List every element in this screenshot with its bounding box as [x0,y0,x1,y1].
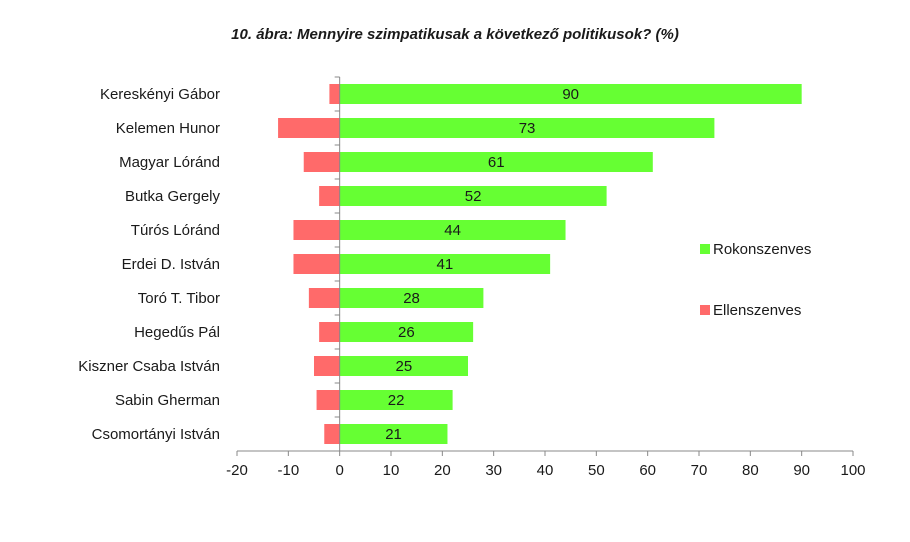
bar-ellenszenves [303,152,340,172]
category-label: Butka Gergely [125,188,221,205]
category-label: Sabin Gherman [115,392,220,409]
data-label: 26 [398,324,415,341]
category-label: Túrós Lóránd [131,222,220,239]
bar-rokonszenves [339,152,653,172]
x-tick-label: 0 [335,462,343,479]
category-label: Toró T. Tibor [138,290,220,307]
chart-title: 10. ábra: Mennyire szimpatikusak a követ… [231,26,679,43]
legend-label-ellenszenves: Ellenszenves [713,302,801,319]
bar-ellenszenves [324,424,340,444]
bar-rokonszenves [339,84,802,104]
category-label: Magyar Lóránd [119,154,220,171]
category-label: Csomortányi István [92,426,220,443]
bar-ellenszenves [319,322,340,342]
x-tick-label: -20 [226,462,248,479]
x-tick-label: 50 [588,462,605,479]
bar-ellenszenves [293,254,340,274]
data-label: 41 [437,256,454,273]
data-label: 21 [385,426,402,443]
bar-rokonszenves [339,356,468,376]
x-tick-label: -10 [277,462,299,479]
bar-rokonszenves [339,390,453,410]
x-tick-label: 20 [434,462,451,479]
bar-rokonszenves [339,254,551,274]
x-tick-label: 100 [840,462,865,479]
category-label: Kereskényi Gábor [100,86,220,103]
bar-ellenszenves [278,118,340,138]
bar-rokonszenves [339,322,474,342]
legend-label-rokonszenves: Rokonszenves [713,241,811,258]
category-label: Kelemen Hunor [116,120,220,137]
category-label: Hegedűs Pál [134,324,220,341]
data-label: 25 [395,358,412,375]
legend-swatch-ellenszenves [700,305,710,315]
category-label: Erdei D. István [122,256,220,273]
bar-ellenszenves [293,220,340,240]
bar-ellenszenves [308,288,340,308]
x-tick-label: 60 [639,462,656,479]
bar-ellenszenves [329,84,340,104]
bar-ellenszenves [319,186,340,206]
data-label: 73 [519,120,536,137]
data-label: 90 [562,86,579,103]
bar-rokonszenves [339,424,448,444]
x-tick-label: 10 [383,462,400,479]
category-label: Kiszner Csaba István [78,358,220,375]
data-label: 44 [444,222,461,239]
x-tick-label: 90 [793,462,810,479]
data-label: 52 [465,188,482,205]
bar-ellenszenves [314,356,340,376]
x-tick-label: 70 [691,462,708,479]
bar-rokonszenves [339,288,484,308]
x-tick-label: 30 [485,462,502,479]
legend-swatch-rokonszenves [700,244,710,254]
data-label: 22 [388,392,405,409]
data-label: 28 [403,290,420,307]
bar-rokonszenves [339,186,607,206]
bar-rokonszenves [339,118,715,138]
x-tick-label: 80 [742,462,759,479]
x-tick-label: 40 [537,462,554,479]
data-label: 61 [488,154,505,171]
bar-ellenszenves [316,390,340,410]
bar-rokonszenves [339,220,566,240]
